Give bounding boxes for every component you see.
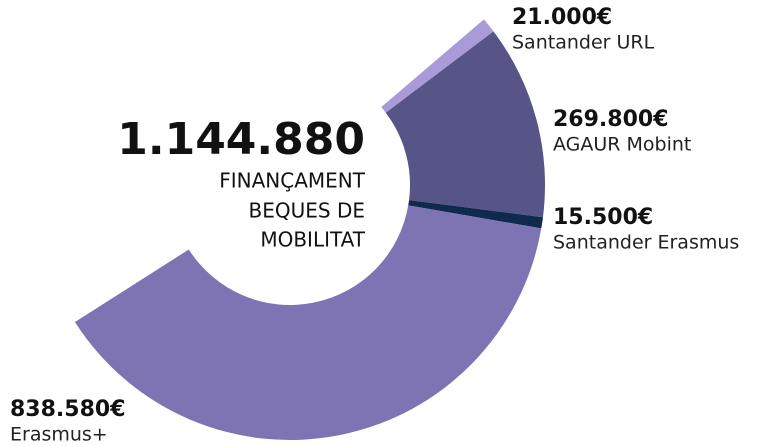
center-text: BEQUES DE (249, 199, 365, 223)
center-text: MOBILITAT (260, 228, 365, 252)
slice (74, 205, 542, 441)
category-label: AGAUR Mobint (553, 134, 691, 156)
value-label: 838.580€ (10, 397, 126, 422)
slice (408, 200, 543, 229)
category-label: Santander Erasmus (553, 232, 739, 254)
total: 1.144.880 (117, 114, 365, 165)
value-label: 269.800€ (553, 107, 669, 132)
slice (385, 31, 545, 218)
value-label: 15.500€ (553, 205, 653, 230)
center-text: FINANÇAMENT (219, 169, 366, 193)
slice (381, 19, 494, 113)
category-label: Santander URL (512, 32, 655, 54)
category-label: Erasmus+ (10, 424, 108, 446)
value-label: 21.000€ (512, 5, 612, 30)
